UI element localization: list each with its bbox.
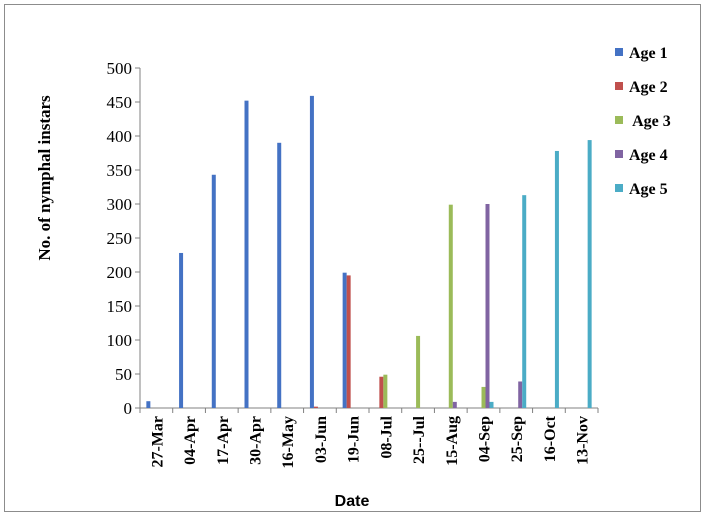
- legend-label: Age 1: [629, 45, 668, 62]
- bar: [313, 406, 318, 408]
- y-tick-label: 0: [124, 399, 133, 418]
- x-tick-labels: 27-Mar 04-Apr 17-Apr 30-Apr 16-May 03-Jun 19-J…: [149, 415, 591, 468]
- legend-label: Age 3: [629, 113, 671, 130]
- y-axis-title: No. of nymphal instars: [35, 95, 54, 261]
- x-tick-label: 17-Apr: [215, 416, 232, 465]
- bar: [416, 335, 421, 408]
- x-tick-label: 04-Sep: [477, 416, 494, 462]
- x-tick-label: 16-Oct: [542, 415, 559, 462]
- legend-swatch: [615, 48, 623, 56]
- bar: [211, 174, 216, 408]
- x-tick-label: 19-Jun: [346, 416, 363, 463]
- y-tick-label: 200: [107, 263, 133, 282]
- legend-swatch: [615, 150, 623, 158]
- x-tick-label: 25-Sep: [509, 416, 526, 462]
- bar: [554, 150, 559, 408]
- x-tick-label: 08-Jul: [378, 415, 395, 458]
- y-tick-label: 250: [107, 229, 133, 248]
- x-tick-label: 13-Nov: [575, 416, 592, 465]
- bar: [179, 252, 184, 408]
- x-tick-label: 16-May: [280, 416, 297, 468]
- y-tick-labels: 0 50 100 150 200 250 300 350 400 450 500: [107, 59, 133, 418]
- y-tick-label: 450: [107, 93, 133, 112]
- bar: [522, 195, 527, 408]
- chart-frame: [4, 4, 701, 512]
- bars: [146, 95, 592, 409]
- legend-label: Age 2: [629, 79, 668, 96]
- bar: [277, 142, 282, 409]
- legend-swatch: [615, 184, 623, 192]
- x-tick-label: 25--Jul: [411, 415, 428, 464]
- legend-label: Age 4: [629, 147, 668, 164]
- legend-swatch: [615, 82, 623, 90]
- legend-label: Age 5: [629, 181, 668, 198]
- x-axis-title: Date: [335, 493, 370, 510]
- bar: [448, 204, 453, 408]
- bar: [379, 376, 384, 408]
- bar: [383, 374, 388, 408]
- y-tick-label: 300: [107, 195, 133, 214]
- bar: [244, 100, 249, 408]
- y-tick-label: 100: [107, 331, 133, 350]
- x-tick-label: 27-Mar: [149, 416, 166, 468]
- bar: [342, 272, 347, 408]
- bar: [489, 401, 494, 408]
- y-tick-label: 150: [107, 297, 133, 316]
- axes: [135, 67, 599, 413]
- legend-swatch: [615, 116, 623, 124]
- bar: [481, 386, 486, 408]
- bar: [452, 401, 457, 408]
- y-tick-label: 350: [107, 161, 133, 180]
- x-tick-label: 03-Jun: [313, 416, 330, 463]
- y-tick-label: 50: [115, 365, 132, 384]
- bar: [485, 204, 490, 408]
- x-tick-label: 15-Aug: [444, 416, 461, 466]
- y-tick-label: 500: [107, 59, 133, 78]
- bar: [309, 95, 314, 408]
- x-tick-label: 04-Apr: [182, 416, 199, 465]
- bar: [587, 140, 592, 408]
- bar: [518, 381, 523, 408]
- bar: [346, 275, 351, 408]
- bar: [146, 401, 151, 408]
- y-tick-label: 400: [107, 127, 133, 146]
- x-tick-label: 30-Apr: [248, 416, 265, 465]
- legend: Age 1 Age 2 Age 3 Age 4 Age 5: [615, 45, 671, 198]
